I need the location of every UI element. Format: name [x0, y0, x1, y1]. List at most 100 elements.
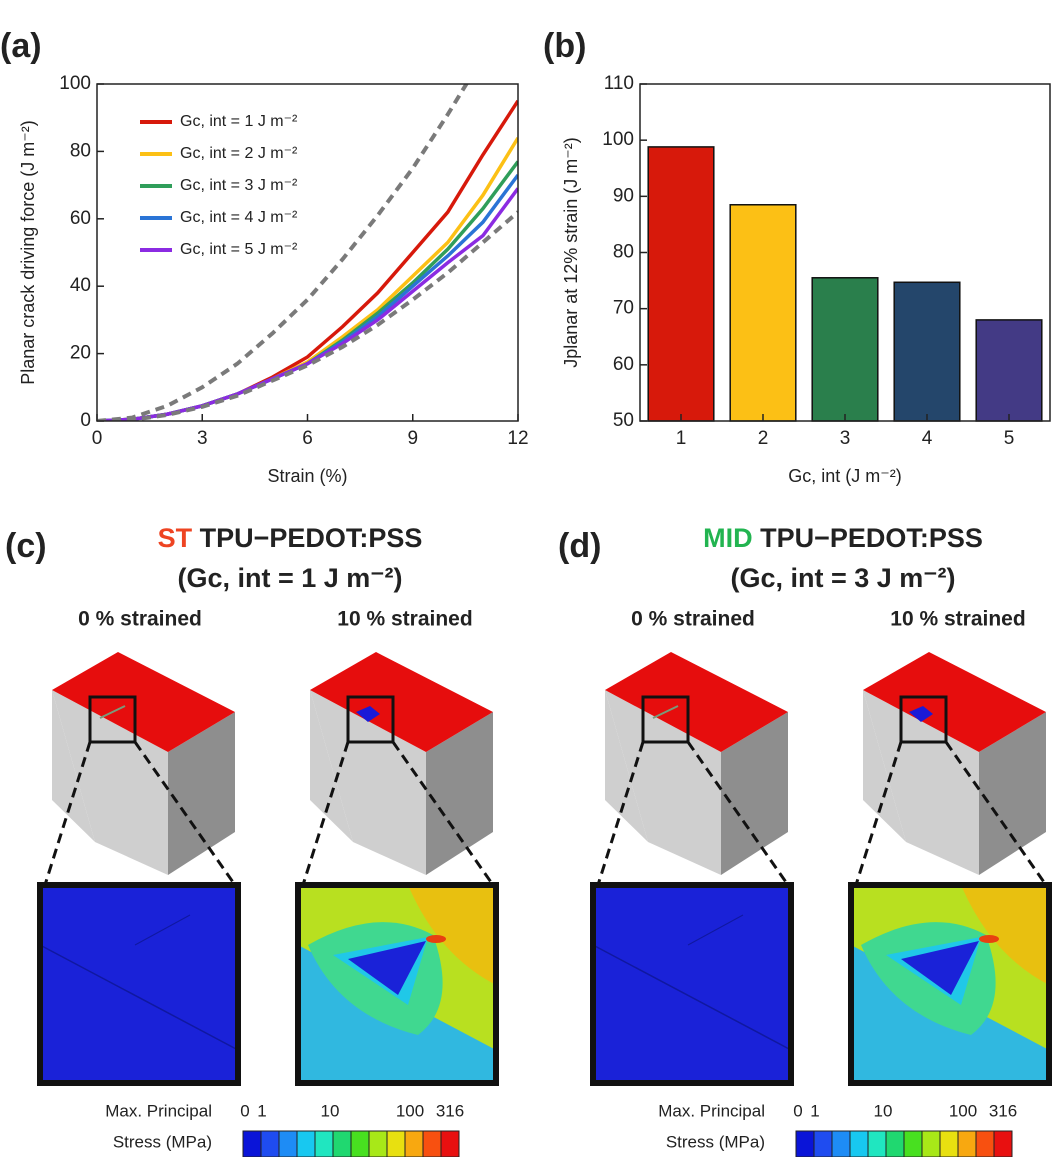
colorbar-cell [404, 1130, 424, 1157]
bar [893, 281, 961, 422]
y-tick-label: 40 [70, 275, 91, 296]
x-tick-label: 1 [676, 428, 687, 449]
block-top [310, 652, 493, 752]
y-tick-label: 80 [613, 242, 634, 263]
y-tick-label: 100 [59, 73, 91, 94]
x-tick-label: 3 [840, 428, 851, 449]
colorbar-title: Max. Principal [105, 1101, 212, 1120]
y-tick-label: 100 [602, 129, 634, 150]
block-front [310, 690, 426, 875]
title-rest: TPU−PEDOT:PSS [753, 523, 983, 553]
y-tick-label: 60 [613, 354, 634, 375]
bar [811, 277, 879, 422]
block-front [605, 690, 648, 842]
x-tick-label: 3 [197, 428, 208, 449]
y-tick-label: 20 [70, 343, 91, 364]
plot-frame [96, 83, 519, 422]
block-front [863, 690, 906, 842]
colorbar-cell [440, 1130, 460, 1157]
title-mark: MID [703, 523, 753, 553]
crack [356, 706, 380, 722]
crack [99, 705, 126, 719]
colorbar-cell [368, 1130, 388, 1157]
colorbar-cell [260, 1130, 280, 1157]
x-tick-label: 4 [922, 428, 933, 449]
block-front [310, 690, 353, 842]
colorbar-cell [296, 1130, 316, 1157]
series-line [97, 187, 518, 421]
y-tick-label: 90 [613, 185, 634, 206]
x-tick-label: 12 [507, 428, 528, 449]
zoom-guide [43, 741, 92, 886]
x-tick-label: 0 [92, 428, 103, 449]
colorbar-cell [921, 1130, 941, 1157]
colorbar-cell [957, 1130, 977, 1157]
y-axis-label: Planar crack driving force (J m⁻²) [18, 120, 38, 385]
zoom-guide [301, 741, 350, 886]
state-label: 10 % strained [337, 608, 472, 631]
title-rest: TPU−PEDOT:PSS [192, 523, 422, 553]
bar [647, 146, 715, 422]
panel-subtitle: (Gc, int = 3 J m⁻²) [730, 563, 955, 593]
zoom-frame [590, 882, 794, 1086]
series-line [97, 137, 518, 421]
crack-tip [426, 935, 446, 943]
colorbar-tick: 100 [949, 1101, 977, 1120]
colorbar-tick: 316 [989, 1101, 1017, 1120]
legend-label: Gc, int = 4 J m⁻² [180, 209, 298, 226]
series-line [97, 173, 518, 421]
series-line [97, 99, 518, 421]
x-tick-label: 6 [302, 428, 313, 449]
colorbar-cell [867, 1130, 887, 1157]
zoom-box [346, 695, 395, 744]
interface [134, 914, 191, 946]
zoom-field [40, 885, 238, 1083]
panel-blocks [590, 652, 1052, 1086]
panel-subtitle: (Gc, int = 1 J m⁻²) [177, 563, 402, 593]
x-axis-label: Strain (%) [267, 466, 347, 486]
bar [975, 319, 1043, 422]
colorbar-cell [975, 1130, 995, 1157]
block-front [605, 690, 721, 875]
block-side [168, 712, 235, 875]
colorbar-tick: 10 [874, 1101, 893, 1120]
panel-title: MID TPU−PEDOT:PSS [703, 523, 983, 553]
zoom-frame [848, 882, 1052, 1086]
block-side [979, 712, 1046, 875]
block-side [721, 712, 788, 875]
x-tick-label: 2 [758, 428, 769, 449]
colorbar-tick: 316 [436, 1101, 464, 1120]
colorbar-tick: 0 [793, 1101, 802, 1120]
legend-label: Gc, int = 2 J m⁻² [180, 145, 298, 162]
panel-label: (c) [5, 527, 47, 565]
colorbar-cell [795, 1130, 815, 1157]
panel-title: ST TPU−PEDOT:PSS [158, 523, 423, 553]
bar [729, 204, 797, 422]
zoom-frame [295, 882, 499, 1086]
colorbar-title: Max. Principal [658, 1101, 765, 1120]
panel-label: (d) [558, 527, 601, 565]
plot-frame [639, 83, 1051, 422]
zoom-box [88, 695, 137, 744]
block-top [863, 652, 1046, 752]
y-tick-label: 110 [604, 73, 634, 94]
colorbar-tick: 1 [810, 1101, 819, 1120]
colorbar-cell [332, 1130, 352, 1157]
colorbar-cell [939, 1130, 959, 1157]
colorbar-title: Stress (MPa) [666, 1132, 765, 1151]
crack-tip [979, 935, 999, 943]
crack [909, 706, 933, 722]
interface [592, 944, 792, 1051]
colorbar-cell [903, 1130, 923, 1157]
zoom-box [641, 695, 690, 744]
zoom-frame [37, 882, 241, 1086]
zoom-guide [686, 741, 790, 886]
series-line [97, 84, 469, 421]
zoom-field [348, 941, 426, 995]
zoom-field [961, 885, 1049, 985]
colorbar-cell [849, 1130, 869, 1157]
x-tick-label: 5 [1004, 428, 1015, 449]
x-axis-label: Gc, int (J m⁻²) [788, 466, 902, 486]
panel-label: (a) [0, 27, 42, 65]
